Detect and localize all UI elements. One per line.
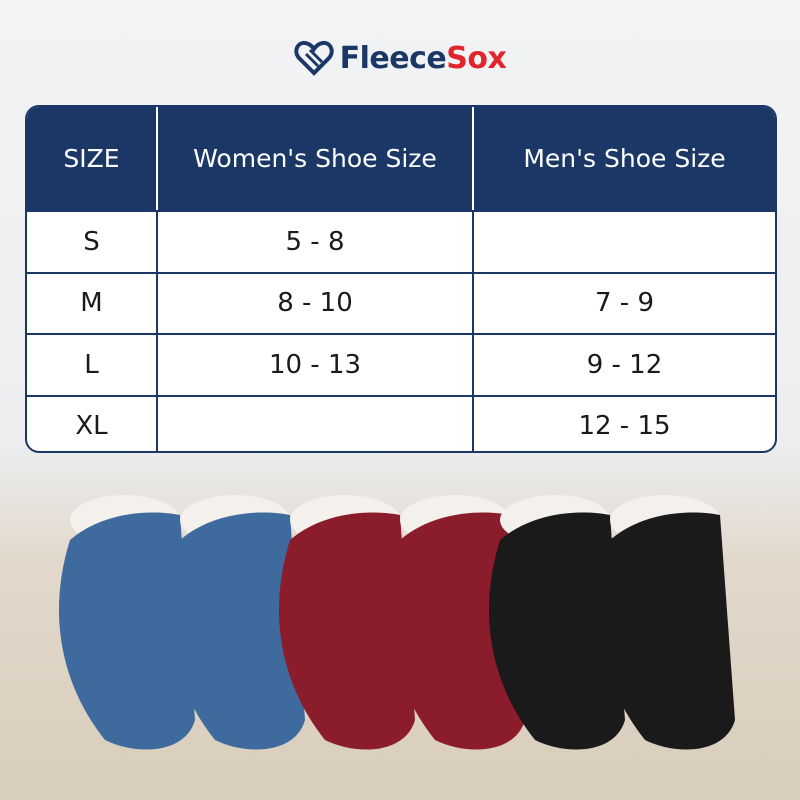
sock bbox=[58, 512, 195, 750]
size-cell: S bbox=[27, 212, 158, 272]
heart-logo-icon bbox=[294, 40, 334, 76]
men-cell: 9 - 12 bbox=[586, 349, 663, 380]
brand-name-part2: Sox bbox=[446, 40, 507, 76]
sock-pair bbox=[488, 495, 735, 750]
table-row: S 5 - 8 bbox=[27, 210, 775, 272]
sock bbox=[278, 512, 415, 750]
sock bbox=[488, 512, 625, 750]
size-cell: XL bbox=[27, 396, 158, 451]
sock-pair bbox=[278, 495, 525, 750]
size-chart-table: SIZE Women's Shoe Size Men's Shoe Size S… bbox=[25, 105, 777, 453]
table-row: M 8 - 10 7 - 9 bbox=[27, 271, 775, 333]
women-cell: 8 - 10 bbox=[158, 273, 474, 333]
sock bbox=[598, 512, 735, 750]
brand-logo: FleeceSox bbox=[0, 40, 800, 76]
table-header: SIZE Women's Shoe Size Men's Shoe Size bbox=[27, 107, 775, 210]
size-cell: M bbox=[27, 273, 158, 333]
table-row: XL 12 - 15 bbox=[27, 394, 775, 451]
sock bbox=[388, 512, 525, 750]
header-size: SIZE bbox=[27, 107, 158, 210]
sock-pair bbox=[58, 495, 305, 750]
header-men: Men's Shoe Size bbox=[523, 144, 726, 173]
men-cell: 12 - 15 bbox=[578, 411, 671, 442]
header-women: Women's Shoe Size bbox=[158, 107, 474, 210]
men-cell: 7 - 9 bbox=[595, 288, 654, 319]
men-cell bbox=[474, 212, 775, 272]
brand-name-part1: Fleece bbox=[339, 40, 447, 76]
women-cell: 10 - 13 bbox=[158, 335, 474, 395]
sock bbox=[168, 512, 305, 750]
socks-product-image bbox=[58, 495, 735, 750]
women-cell bbox=[158, 396, 474, 451]
women-cell: 5 - 8 bbox=[158, 212, 474, 272]
size-cell: L bbox=[27, 335, 158, 395]
table-row: L 10 - 13 9 - 12 bbox=[27, 333, 775, 395]
